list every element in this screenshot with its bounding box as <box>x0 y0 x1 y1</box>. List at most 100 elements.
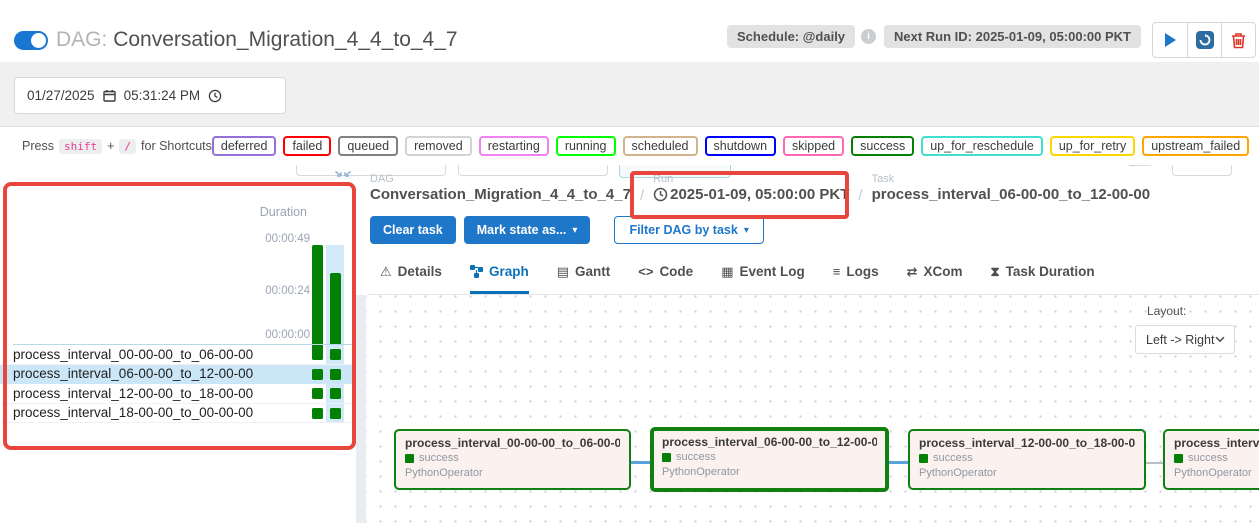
layout-value: Left -> Right <box>1146 332 1215 347</box>
graph-node-task-3[interactable]: process_interval_12-00-00_to_18-00-00 su… <box>908 429 1146 490</box>
shift-key: shift <box>58 138 103 154</box>
delete-dag-button[interactable] <box>1221 23 1255 57</box>
dag-prefix-label: DAG: <box>56 28 108 51</box>
graph-node-task-2-selected[interactable]: process_interval_06-00-00_to_12-00-00 su… <box>650 427 889 492</box>
plus-label: + <box>107 139 115 153</box>
refresh-dag-button[interactable] <box>1187 23 1221 57</box>
graph-edge <box>1144 462 1164 464</box>
xcom-icon: ⇄ <box>906 263 918 279</box>
time-value[interactable]: 05:31:24 PM <box>123 88 201 103</box>
tab-task-duration[interactable]: ⧗ Task Duration <box>990 263 1095 280</box>
breadcrumb-run-value[interactable]: 2025-01-09, 05:00:00 PKT <box>670 186 850 203</box>
shortcuts-suffix: for Shortcuts <box>141 139 212 153</box>
breadcrumb-dag-value[interactable]: Conversation_Migration_4_4_to_4_7 <box>370 186 631 203</box>
logs-icon: ≡ <box>832 264 841 279</box>
tab-graph[interactable]: Graph <box>469 258 529 294</box>
breadcrumb-run[interactable]: Run 2025-01-09, 05:00:00 PKT <box>653 173 849 203</box>
panel-resizer[interactable] <box>356 295 366 523</box>
clock-icon <box>653 187 668 202</box>
tab-details[interactable]: ⚠ Details <box>380 263 442 280</box>
state-badge-shutdown[interactable]: shutdown <box>704 136 777 156</box>
state-badge-restarting[interactable]: restarting <box>478 136 549 156</box>
node-status-label: success <box>419 452 459 464</box>
task-row[interactable]: process_interval_18-00-00_to_00-00-00 <box>0 403 356 423</box>
shortcuts-hint: Press shift + / for Shortcuts <box>22 138 212 154</box>
state-badge-scheduled[interactable]: scheduled <box>622 136 698 156</box>
hourglass-icon: ⧗ <box>990 263 1000 279</box>
tab-code[interactable]: <> Code <box>638 264 694 279</box>
base-date-input[interactable]: 01/27/2025 05:31:24 PM <box>14 77 286 114</box>
graph-node-task-1[interactable]: process_interval_00-00-00_to_06-00-00 su… <box>394 429 631 490</box>
date-value[interactable]: 01/27/2025 <box>27 88 95 103</box>
clear-task-button[interactable]: Clear task <box>370 216 456 244</box>
task-name[interactable]: process_interval_18-00-00_to_00-00-00 <box>13 405 254 421</box>
task-row-selected[interactable]: process_interval_06-00-00_to_12-00-00 <box>0 364 356 384</box>
state-badge-queued[interactable]: queued <box>338 136 399 156</box>
trigger-dag-button[interactable] <box>1153 23 1187 57</box>
task-instance-square[interactable] <box>330 388 341 399</box>
tab-xcom[interactable]: ⇄ XCom <box>906 263 963 280</box>
layout-label: Layout: <box>1147 304 1187 318</box>
success-status-icon <box>919 453 928 463</box>
filter-dag-by-task-button[interactable]: Filter DAG by task ▾ <box>614 216 764 244</box>
node-status-label: success <box>1188 452 1228 464</box>
state-badge-up-for-retry[interactable]: up_for_retry <box>1049 136 1136 156</box>
calendar-icon <box>102 90 116 102</box>
breadcrumb-task-value[interactable]: process_interval_06-00-00_to_12-00-00 <box>871 186 1151 203</box>
task-row[interactable]: process_interval_00-00-00_to_06-00-00 <box>0 345 356 365</box>
state-badge-running[interactable]: running <box>555 136 616 156</box>
graph-node-task-4[interactable]: process_interval_18-00-00_to_00-00-00 su… <box>1163 429 1259 490</box>
task-instance-square[interactable] <box>330 407 341 419</box>
duration-bar-run-2[interactable] <box>330 273 341 352</box>
collapse-panel-icon[interactable] <box>334 170 352 186</box>
task-instance-square[interactable] <box>312 368 323 380</box>
layout-select[interactable]: Left -> Right <box>1135 325 1235 354</box>
mark-state-button[interactable]: Mark state as... ▾ <box>463 216 591 244</box>
node-title: process_interval_00-00-00_to_06-00-00 <box>405 436 620 450</box>
tab-gantt[interactable]: ▤ Gantt <box>556 263 611 280</box>
node-operator-label: PythonOperator <box>1174 467 1252 479</box>
task-row[interactable]: process_interval_12-00-00_to_18-00-00 <box>0 384 356 404</box>
node-title: process_interval_12-00-00_to_18-00-00 <box>919 436 1135 450</box>
task-name[interactable]: process_interval_00-00-00_to_06-00-00 <box>13 346 254 362</box>
detail-tabs: ⚠ Details Graph ▤ Gantt <> Code ▦ Event Log … <box>368 258 1259 295</box>
state-badge-removed[interactable]: removed <box>405 136 472 156</box>
state-badge-skipped[interactable]: skipped <box>783 136 845 156</box>
legend-bar: Press shift + / for Shortcuts deferred f… <box>0 127 1259 165</box>
node-operator-label: PythonOperator <box>662 466 740 478</box>
toggle-knob <box>31 33 46 48</box>
breadcrumb-separator: / <box>858 187 863 204</box>
state-badge-upstream-failed[interactable]: upstream_failed <box>1142 136 1250 156</box>
state-badge-success[interactable]: success <box>851 136 915 156</box>
dag-pause-toggle[interactable] <box>14 31 48 50</box>
task-instance-square[interactable] <box>330 349 341 360</box>
chevron-down-icon <box>1215 332 1225 342</box>
success-status-icon <box>405 453 414 463</box>
state-badge-deferred[interactable]: deferred <box>211 136 277 156</box>
breadcrumb: DAG Conversation_Migration_4_4_to_4_7 / … <box>370 173 1150 204</box>
axis-tick: 00:00:24 <box>265 285 310 297</box>
task-actions: Clear task Mark state as... ▾ Filter DAG … <box>370 216 764 244</box>
breadcrumb-task[interactable]: Task process_interval_06-00-00_to_12-00-… <box>872 173 1151 203</box>
page-title: DAG: Conversation_Migration_4_4_to_4_7 <box>56 28 458 52</box>
header-bar: DAG: Conversation_Migration_4_4_to_4_7 S… <box>0 0 1259 62</box>
task-name[interactable]: process_interval_12-00-00_to_18-00-00 <box>13 385 254 401</box>
dag-actions-group <box>1152 22 1256 58</box>
axis-baseline <box>13 344 355 345</box>
slash-key: / <box>119 138 137 154</box>
task-name[interactable]: process_interval_06-00-00_to_12-00-00 <box>13 366 254 382</box>
breadcrumb-dag[interactable]: DAG Conversation_Migration_4_4_to_4_7 <box>370 173 631 203</box>
task-instance-square[interactable] <box>312 388 323 399</box>
task-instance-square[interactable] <box>330 368 341 380</box>
duration-bar-run-1[interactable] <box>312 245 323 352</box>
code-icon: <> <box>638 264 654 279</box>
state-badge-failed[interactable]: failed <box>283 136 332 156</box>
task-instance-square[interactable] <box>312 407 323 419</box>
tab-event-log[interactable]: ▦ Event Log <box>721 263 805 280</box>
state-badge-up-for-reschedule[interactable]: up_for_reschedule <box>921 136 1043 156</box>
graph-canvas[interactable]: Layout: Left -> Right process_interval_0… <box>366 295 1259 523</box>
tab-logs[interactable]: ≡ Logs <box>832 264 879 279</box>
dag-title: Conversation_Migration_4_4_to_4_7 <box>113 28 458 51</box>
task-instance-square[interactable] <box>312 349 323 360</box>
